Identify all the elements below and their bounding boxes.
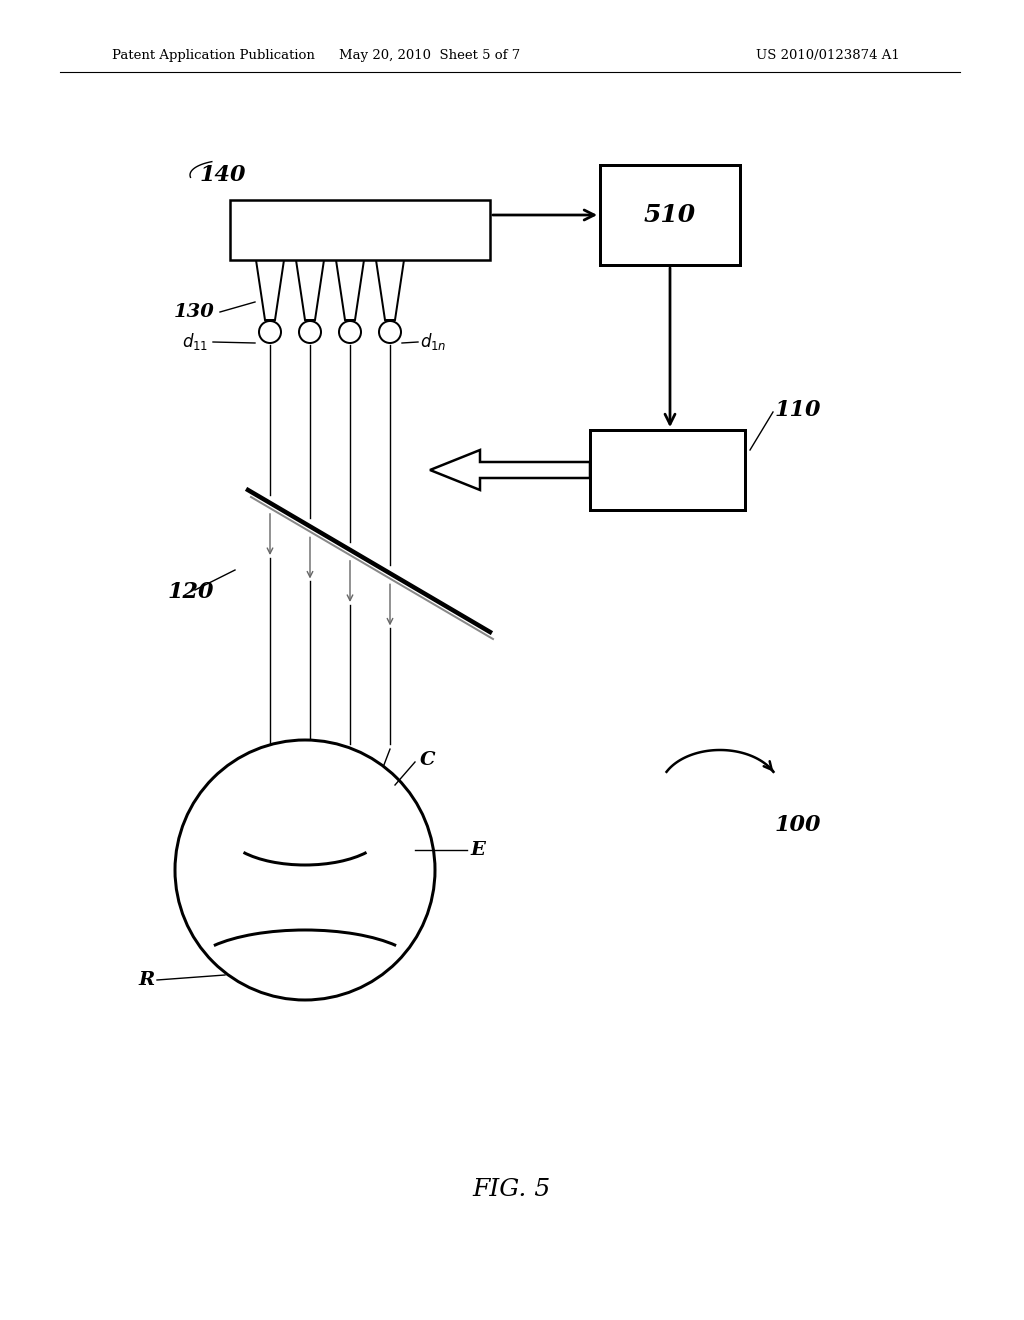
Circle shape — [175, 741, 435, 1001]
Text: 100: 100 — [775, 814, 821, 836]
Text: $d_{1n}$: $d_{1n}$ — [420, 331, 446, 352]
Polygon shape — [256, 260, 284, 319]
Text: 130: 130 — [174, 304, 215, 321]
Text: 510: 510 — [644, 203, 696, 227]
Text: 140: 140 — [200, 164, 247, 186]
Text: FIG. 5: FIG. 5 — [473, 1179, 551, 1201]
Circle shape — [339, 321, 361, 343]
Polygon shape — [430, 450, 590, 490]
Text: C: C — [420, 751, 435, 770]
Circle shape — [299, 321, 321, 343]
Text: 110: 110 — [775, 399, 821, 421]
Bar — [600, 165, 740, 265]
Text: US 2010/0123874 A1: US 2010/0123874 A1 — [757, 49, 900, 62]
Polygon shape — [296, 260, 324, 319]
Text: E: E — [470, 841, 485, 859]
Text: 120: 120 — [168, 581, 214, 603]
Text: May 20, 2010  Sheet 5 of 7: May 20, 2010 Sheet 5 of 7 — [339, 49, 520, 62]
Text: $d_{11}$: $d_{11}$ — [181, 331, 208, 352]
Bar — [230, 201, 490, 260]
Bar — [590, 430, 745, 510]
Circle shape — [259, 321, 281, 343]
Text: Patent Application Publication: Patent Application Publication — [112, 49, 314, 62]
Polygon shape — [376, 260, 404, 319]
Polygon shape — [336, 260, 364, 319]
Text: R: R — [138, 972, 155, 989]
Circle shape — [379, 321, 401, 343]
